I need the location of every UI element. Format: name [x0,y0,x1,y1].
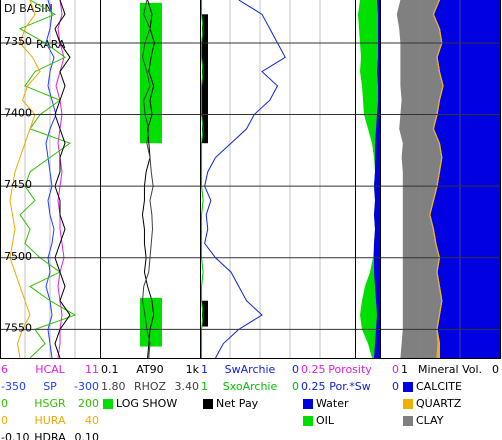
legend-swatch [303,399,313,409]
legend-swatch [403,399,413,409]
legend-swatch [203,399,213,409]
legend-name: SP [43,380,57,393]
legend-name: CLAY [416,414,444,427]
legend-name: SxoArchie [223,380,278,393]
log-curve [141,0,155,359]
scale-max: 0 [292,380,299,393]
track-fills [140,0,500,358]
scale-max: 0 [392,363,399,376]
scale-min: 0.1 [101,363,119,376]
scale-min: 0.25 [301,363,326,376]
legend-name: Mineral Vol. [418,363,482,376]
log-curve [18,0,77,359]
legend-swatch [403,416,413,426]
scale-min: 1.80 [101,380,126,393]
scale-max: 0 [392,380,399,393]
legend-name: HURA [34,414,66,427]
scale-min: 1 [201,380,208,393]
scale-min: 1 [401,363,408,376]
legend-swatch [303,416,313,426]
log-curve [204,0,286,359]
scale-max: 40 [85,414,99,427]
legend-name: Water [316,397,349,410]
scale-min: 1 [201,363,208,376]
y-tick-label: 7450 [4,178,32,191]
scale-max: 3.40 [175,380,200,393]
log-curve [141,0,154,359]
legend-name: SwArchie [225,363,276,376]
flag-interval [140,297,162,347]
log-curve [9,0,41,359]
chart-title: DJ BASIN [4,2,53,15]
legend-name: Net Pay [216,397,259,410]
flag-interval [202,14,208,144]
scale-max: 200 [78,397,99,410]
y-tick-label: 7400 [4,107,32,120]
legend-swatch [103,399,113,409]
scale-max: -300 [74,380,99,393]
log-curve [54,0,71,359]
legend-name: OIL [316,414,335,427]
legend-name: QUARTZ [416,397,462,410]
scale-min: 0.25 [301,380,326,393]
formation-label: RARA [36,38,66,51]
log-curve [201,0,204,358]
legend-name: Por.*Sw [329,380,370,393]
legend-name: RHOZ [134,380,167,393]
log-curve [55,0,65,359]
flag-interval [202,300,208,327]
legend-name: HSGR [34,397,66,410]
legend-swatch [403,382,413,392]
fill-area [374,0,380,358]
scale-min: -350 [1,380,26,393]
y-tick-label: 7550 [4,321,32,334]
legend-name: LOG SHOW [116,397,177,410]
legend-name: CALCITE [416,380,462,393]
mineral-area [396,0,443,358]
scale-min: 0 [1,397,8,410]
legend-name: HDRA [34,431,66,440]
scale-max: 0 [292,363,299,376]
scale-max: 0.10 [75,431,100,440]
scale-max: 11 [85,363,99,376]
log-curve [45,0,57,359]
mineral-area [430,0,500,358]
y-tick-label: 7350 [4,35,32,48]
y-tick-label: 7500 [4,250,32,263]
legend-name: Porosity [328,363,372,376]
flag-interval [140,2,162,144]
legend-name: HCAL [35,363,65,376]
scale-min: 0 [1,414,8,427]
scale-min: 6 [1,363,8,376]
legend-name: AT90 [136,363,163,376]
scale-max: 0 [492,363,499,376]
scale-min: -0.10 [1,431,29,440]
scale-max: 1k [186,363,200,376]
